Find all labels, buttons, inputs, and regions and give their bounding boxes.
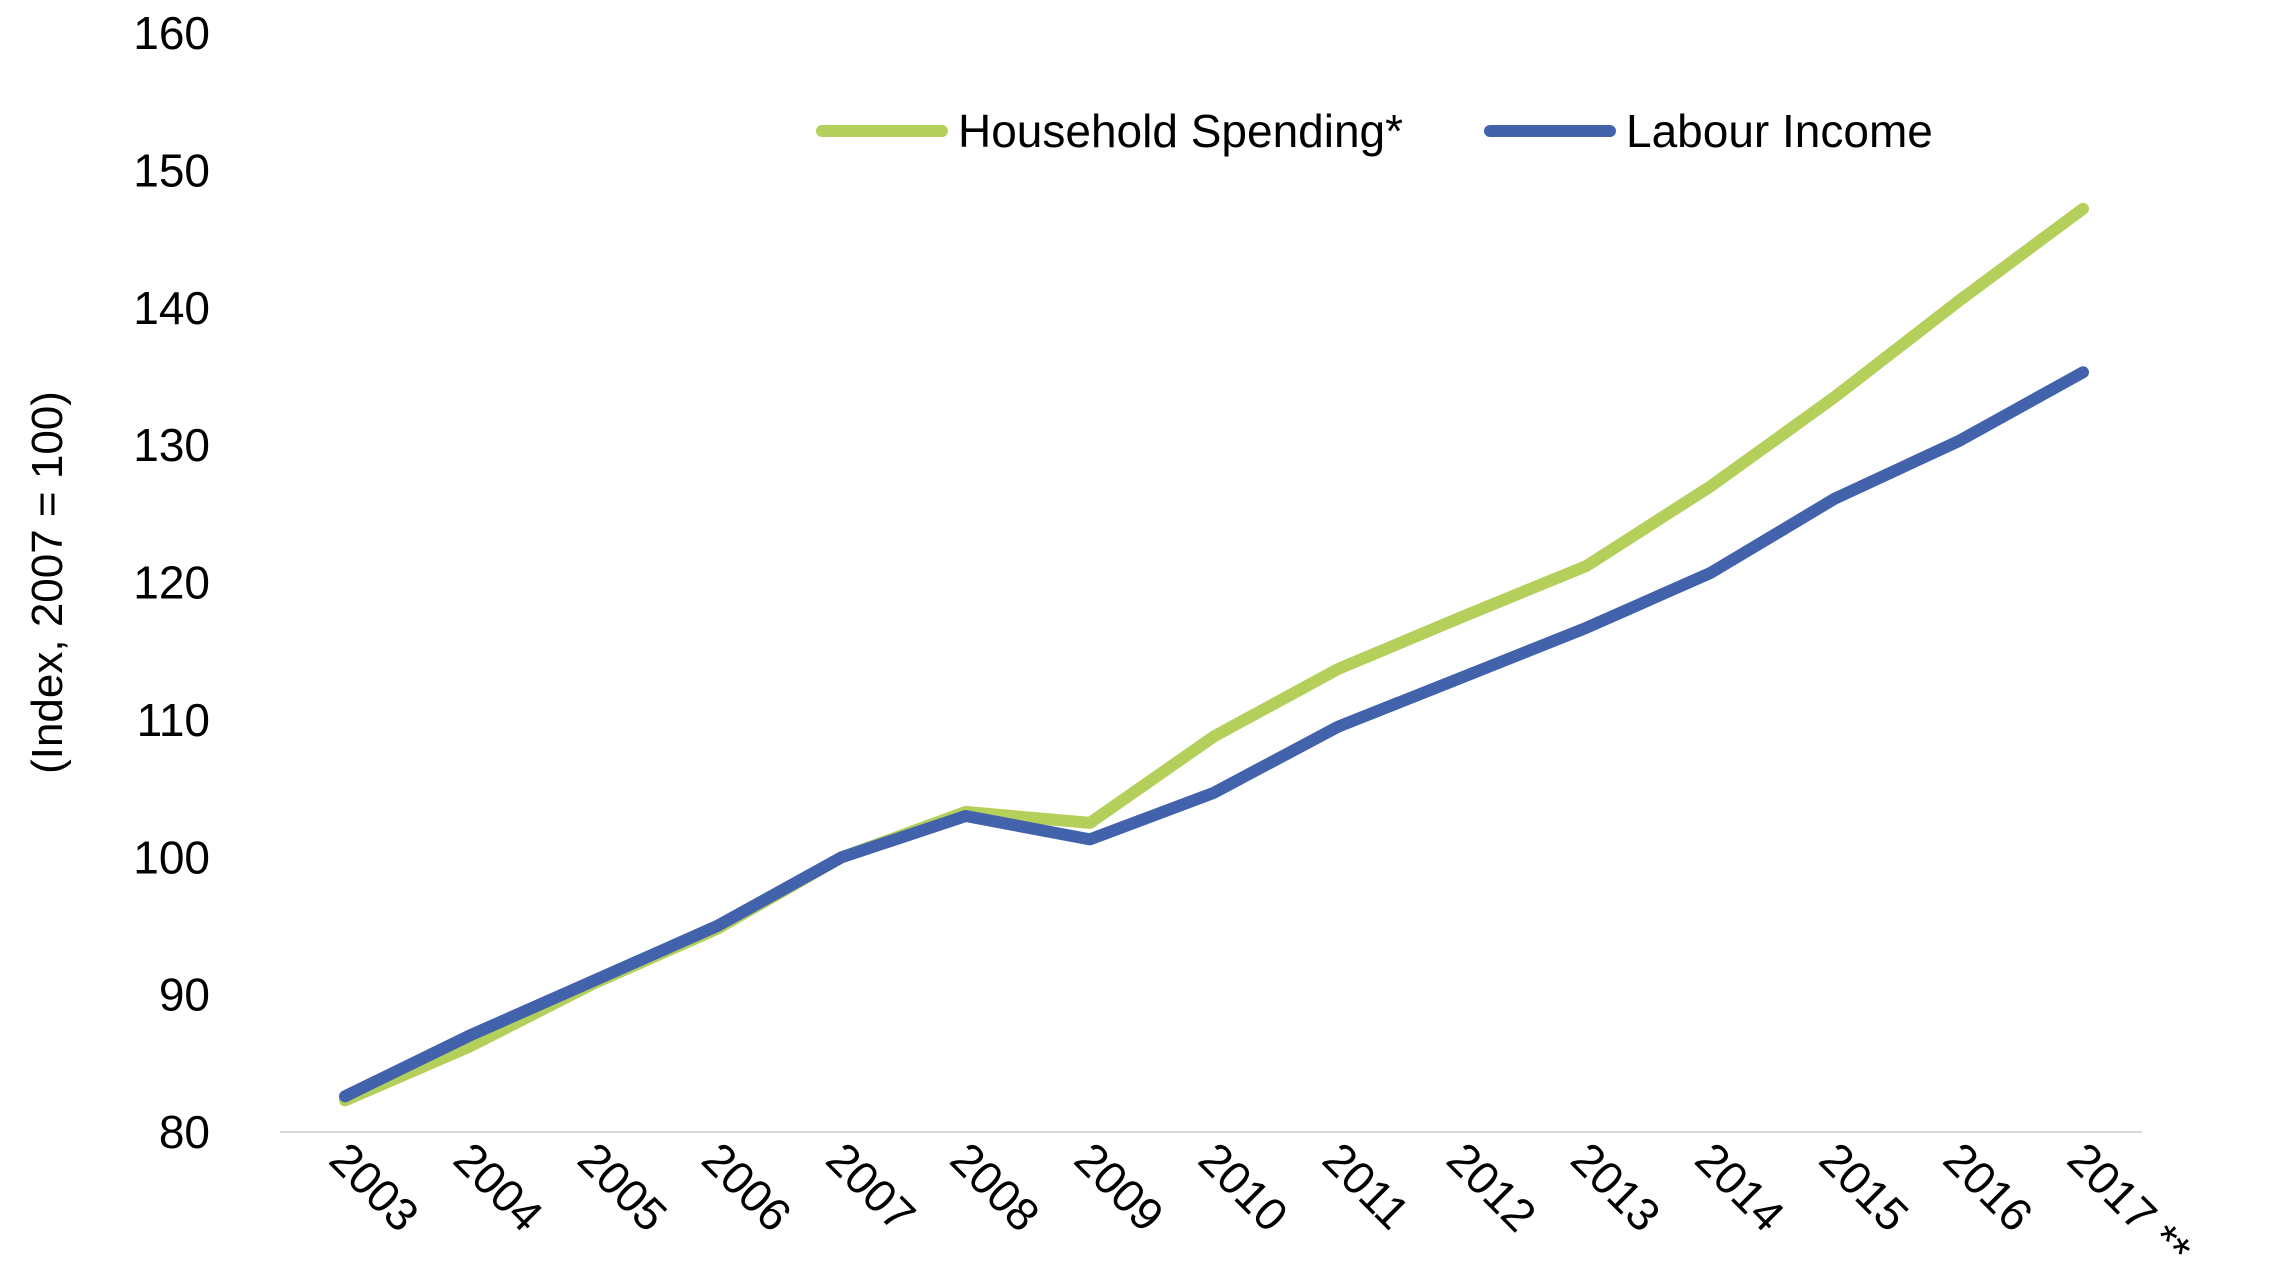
x-tick-label: 2008 bbox=[941, 1132, 1050, 1241]
legend-label: Labour Income bbox=[1626, 105, 1933, 157]
x-tick-label: 2006 bbox=[692, 1132, 801, 1241]
x-tick-label: 2014 bbox=[1686, 1132, 1795, 1241]
y-axis-title-group: (Index, 2007 = 100) bbox=[23, 391, 72, 774]
y-tick-label: 120 bbox=[133, 557, 210, 609]
x-tick-label: 2007 bbox=[817, 1132, 926, 1241]
series-line-labour-income bbox=[339, 366, 2089, 1103]
y-tick-label: 100 bbox=[133, 831, 210, 883]
y-tick-label: 150 bbox=[133, 144, 210, 196]
x-tick-label: 2003 bbox=[320, 1132, 429, 1241]
x-tick-label: 2015 bbox=[1810, 1132, 1919, 1241]
x-tick-label: 2011 bbox=[1313, 1132, 1420, 1239]
y-axis-title: (Index, 2007 = 100) bbox=[23, 391, 72, 774]
x-tick-label: 2017 ** bbox=[2058, 1132, 2202, 1276]
x-tick-label: 2010 bbox=[1189, 1132, 1298, 1241]
x-tick-label: 2013 bbox=[1561, 1132, 1670, 1241]
y-tick-label: 160 bbox=[133, 7, 210, 59]
x-axis-ticks: 2003 2004 2005 2006 2007 2008 2009 2010 2011 2012… bbox=[320, 1132, 2202, 1276]
y-tick-label: 110 bbox=[137, 694, 210, 746]
y-tick-label: 140 bbox=[133, 282, 210, 334]
x-tick-label: 2012 bbox=[1437, 1132, 1546, 1241]
legend-label: Household Spending* bbox=[958, 105, 1403, 157]
x-tick-label: 2016 bbox=[1934, 1132, 2043, 1241]
y-tick-label: 90 bbox=[159, 969, 210, 1021]
x-tick-label: 2005 bbox=[568, 1132, 677, 1241]
series-line-household-spending bbox=[339, 202, 2089, 1107]
y-axis-ticks: 80 90 100 110 120 130 140 150 160 bbox=[133, 7, 210, 1158]
y-tick-label: 80 bbox=[159, 1106, 210, 1158]
series-lines bbox=[339, 202, 2089, 1107]
x-tick-label: 2009 bbox=[1065, 1132, 1174, 1241]
x-tick-label: 2004 bbox=[444, 1132, 553, 1241]
legend: Household Spending* Labour Income bbox=[816, 105, 1933, 157]
y-tick-label: 130 bbox=[133, 419, 210, 471]
